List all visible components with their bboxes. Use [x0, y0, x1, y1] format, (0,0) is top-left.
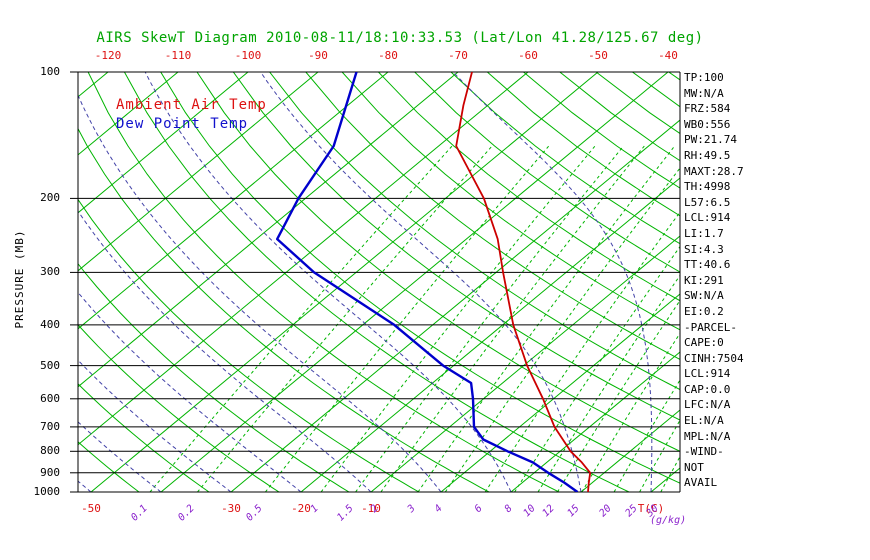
mixing-ratio-lines — [149, 145, 680, 492]
chart-title: AIRS SkewT Diagram 2010-08-11/18:10:33.5… — [96, 30, 704, 46]
pressure-tick-label: 1000 — [33, 485, 61, 498]
bottom-temp-tick: -20 — [291, 502, 311, 515]
stat-line: MW:N/A — [684, 86, 724, 100]
stat-line: TT:40.6 — [684, 258, 731, 272]
stat-line: KI:291 — [684, 273, 724, 287]
stat-line: L57:6.5 — [684, 195, 731, 209]
pressure-grid-lines — [70, 71, 681, 493]
moist-adiabat-lines — [78, 72, 653, 492]
stat-line: -WIND- — [684, 445, 724, 459]
pressure-tick-label: 700 — [40, 419, 60, 433]
legend-dew-point-temp: Dew Point Temp — [116, 116, 249, 132]
stat-line: SI:4.3 — [684, 242, 724, 256]
stat-line: WB0:556 — [684, 117, 731, 131]
dew-point-curve — [276, 72, 579, 492]
pressure-tick-label: 900 — [40, 465, 60, 479]
dry-adiabat-lines — [78, 72, 680, 492]
top-temp-tick: -70 — [448, 49, 468, 62]
ambient-temp-curve — [455, 72, 592, 492]
top-temp-tick: -90 — [308, 49, 328, 62]
stat-line: -PARCEL- — [684, 320, 737, 334]
stat-line: FRZ:584 — [684, 102, 731, 116]
stat-line: LCL:914 — [684, 367, 731, 381]
stat-line: TP:100 — [684, 71, 724, 84]
mixing-unit-label: (g/kg) — [650, 515, 687, 526]
top-temp-tick: -40 — [658, 49, 678, 62]
stat-line: MPL:N/A — [684, 429, 731, 443]
pressure-tick-label: 800 — [40, 444, 60, 458]
top-temp-tick: -120 — [94, 49, 122, 62]
pressure-tick-label: 300 — [40, 265, 60, 279]
stat-line: NOT — [684, 460, 704, 474]
stat-line: AVAIL — [684, 476, 718, 490]
stat-line: CAPE:0 — [684, 336, 724, 350]
bottom-temp-tick: -30 — [221, 502, 241, 515]
stat-line: CINH:7504 — [684, 351, 744, 365]
top-temp-tick: -80 — [378, 49, 398, 62]
top-temp-tick: -110 — [164, 49, 192, 62]
pressure-tick-label: 500 — [40, 358, 60, 372]
bottom-temp-tick: -10 — [361, 502, 381, 515]
stat-line: RH:49.5 — [684, 148, 731, 162]
top-temp-tick: -100 — [234, 49, 262, 62]
pressure-tick-label: 200 — [40, 191, 60, 205]
temp-unit-label: T(C) — [637, 502, 665, 515]
top-temp-tick: -60 — [518, 49, 538, 62]
pressure-tick-label: 400 — [40, 317, 60, 331]
stat-line: SW:N/A — [684, 289, 724, 303]
stat-line: LFC:N/A — [684, 398, 731, 412]
top-temp-tick: -50 — [588, 49, 608, 62]
stat-line: TH:4998 — [684, 180, 731, 194]
stat-line: MAXT:28.7 — [684, 164, 744, 178]
stat-line: CAP:0.0 — [684, 382, 731, 396]
stats-panel: TP:100 MW:N/A FRZ:584 WB0:556 PW:21.74 RH:49.… — [684, 70, 870, 491]
stat-line: EI:0.2 — [684, 304, 724, 318]
stat-line: PW:21.74 — [684, 133, 737, 147]
stat-line: LCL:914 — [684, 211, 731, 225]
stat-line: EL:N/A — [684, 414, 724, 428]
stat-line: LI:1.7 — [684, 226, 724, 240]
pressure-tick-label: 600 — [40, 391, 60, 405]
pressure-tick-label: 100 — [40, 65, 60, 78]
bottom-temp-tick: -50 — [81, 502, 101, 515]
legend-ambient-air-temp: Ambient Air Temp — [116, 97, 267, 113]
